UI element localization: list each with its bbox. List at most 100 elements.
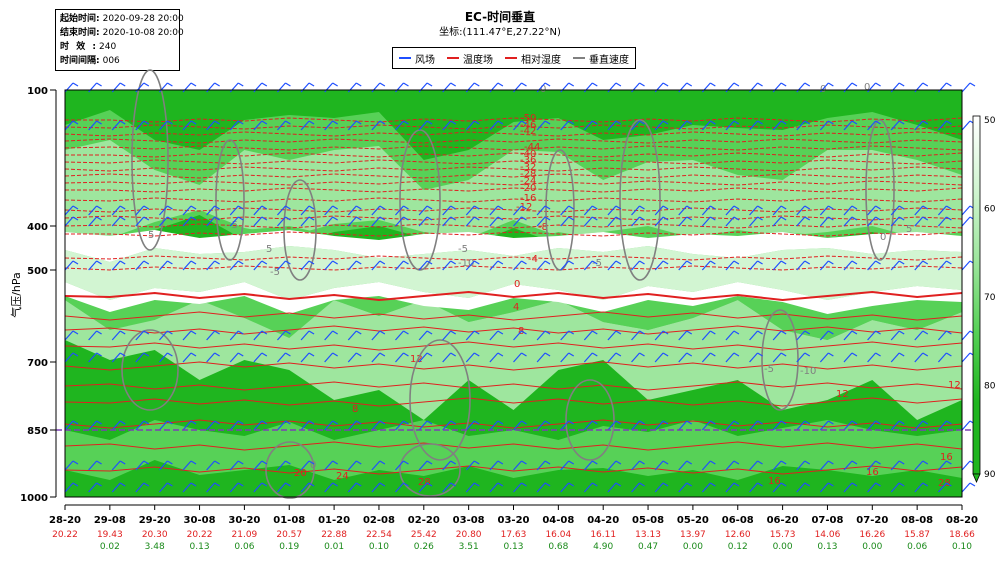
- wind-barb: [253, 330, 268, 341]
- vertical-velocity-contour-8: [409, 339, 471, 461]
- precip-row-value-13: 0.47: [638, 542, 658, 552]
- wind-barb: [206, 330, 220, 341]
- isotherm-lower-9: [64, 465, 963, 475]
- wind-barb: [371, 482, 386, 493]
- wind-barb: [465, 482, 480, 493]
- wind-barb: [371, 460, 386, 471]
- wind-barb: [654, 120, 669, 131]
- wind-barb: [631, 330, 645, 341]
- wind-barb: [819, 482, 834, 493]
- wind-barb: [654, 482, 669, 493]
- wind-barb: [560, 482, 575, 493]
- wind-barb: [890, 482, 905, 493]
- temperature-label-3: -44: [524, 142, 540, 153]
- end-time-label: 结束时间:: [60, 28, 100, 38]
- wind-barb: [583, 260, 598, 271]
- wind-barb: [749, 120, 763, 131]
- temperature-row-value-17: 14.06: [815, 530, 841, 540]
- wind-barb: [88, 216, 102, 227]
- wind-barb: [654, 205, 669, 216]
- wind-barb: [890, 260, 905, 271]
- wind-barb: [843, 460, 858, 471]
- wind-barb: [536, 260, 551, 271]
- wind-barb: [583, 460, 598, 471]
- vertical-velocity-label-4: -5: [458, 244, 468, 255]
- wind-barb: [324, 205, 338, 216]
- wind-barb: [513, 482, 527, 493]
- wind-barb: [749, 260, 763, 271]
- wind-barb: [536, 482, 551, 493]
- wind-barb: [701, 260, 716, 271]
- wind-barb: [867, 482, 881, 493]
- wind-barb: [560, 216, 575, 227]
- precip-row-value-14: 0.00: [683, 542, 703, 552]
- wind-barb: [182, 420, 197, 431]
- wind-barb: [489, 120, 504, 131]
- wind-barb: [890, 460, 905, 471]
- wind-barb: [442, 330, 456, 341]
- wind-barb: [701, 216, 716, 227]
- wind-barb: [371, 330, 386, 341]
- wind-barb: [843, 352, 858, 363]
- wind-barb: [253, 352, 268, 363]
- wind-barb: [654, 260, 669, 271]
- wind-barb: [111, 120, 126, 131]
- wind-barb: [843, 205, 858, 216]
- wind-barb: [465, 260, 480, 271]
- vertical-velocity-contour-0: [131, 69, 169, 251]
- wind-barb: [300, 460, 315, 471]
- wind-barb: [701, 120, 716, 131]
- wind-barb: [914, 216, 929, 227]
- wind-barb: [347, 352, 362, 363]
- wind-barb: [914, 352, 929, 363]
- wind-barb: [158, 352, 173, 363]
- wind-barb: [418, 352, 433, 363]
- wind-barb: [560, 120, 575, 131]
- x-tick-label-7: 02-08: [363, 515, 395, 526]
- wind-barb: [749, 460, 763, 471]
- temperature-row-value-2: 20.30: [142, 530, 168, 540]
- wind-barb: [772, 205, 787, 216]
- vertical-velocity-contour-5: [619, 119, 661, 281]
- wind-barb: [701, 330, 716, 341]
- wind-barb: [513, 352, 527, 363]
- temperature-label-25: 16: [940, 452, 953, 463]
- wind-barb: [489, 420, 504, 431]
- colorbar: [972, 115, 981, 475]
- colorbar-tick-label-2: 70: [984, 293, 996, 303]
- wind-barb: [819, 260, 834, 271]
- wind-barb: [513, 260, 527, 271]
- wind-barb: [583, 420, 598, 431]
- wind-barb: [324, 330, 338, 341]
- precip-row-value-16: 0.00: [773, 542, 793, 552]
- wind-barb: [418, 120, 433, 131]
- wind-barb: [64, 260, 79, 271]
- wind-barb: [772, 352, 787, 363]
- wind-barb: [513, 120, 527, 131]
- wind-barb: [937, 216, 952, 227]
- wind-barb: [158, 120, 173, 131]
- wind-barb: [111, 216, 126, 227]
- x-tick-label-4: 30-20: [228, 515, 260, 526]
- wind-barb: [300, 205, 315, 216]
- wind-barb: [890, 120, 905, 131]
- start-time-label: 起始时间:: [60, 14, 100, 24]
- wind-barb: [442, 216, 456, 227]
- wind-barb: [347, 205, 362, 216]
- wind-barb: [961, 482, 976, 493]
- wind-barb: [701, 420, 716, 431]
- wind-barb: [371, 352, 386, 363]
- colorbar-tick-label-4: 90: [984, 470, 996, 480]
- wind-barb: [937, 205, 952, 216]
- wind-barb: [253, 216, 268, 227]
- wind-barb: [536, 330, 551, 341]
- temperature-label-20: 20: [294, 468, 307, 479]
- vertical-velocity-contour-7: [121, 329, 179, 411]
- wind-barb: [607, 120, 622, 131]
- wind-barb: [347, 460, 362, 471]
- wind-barb: [867, 216, 881, 227]
- x-tick-label-8: 02-20: [408, 515, 440, 526]
- validity-label: 时效:: [60, 42, 96, 52]
- wind-barb: [819, 205, 834, 216]
- wind-barb: [701, 460, 716, 471]
